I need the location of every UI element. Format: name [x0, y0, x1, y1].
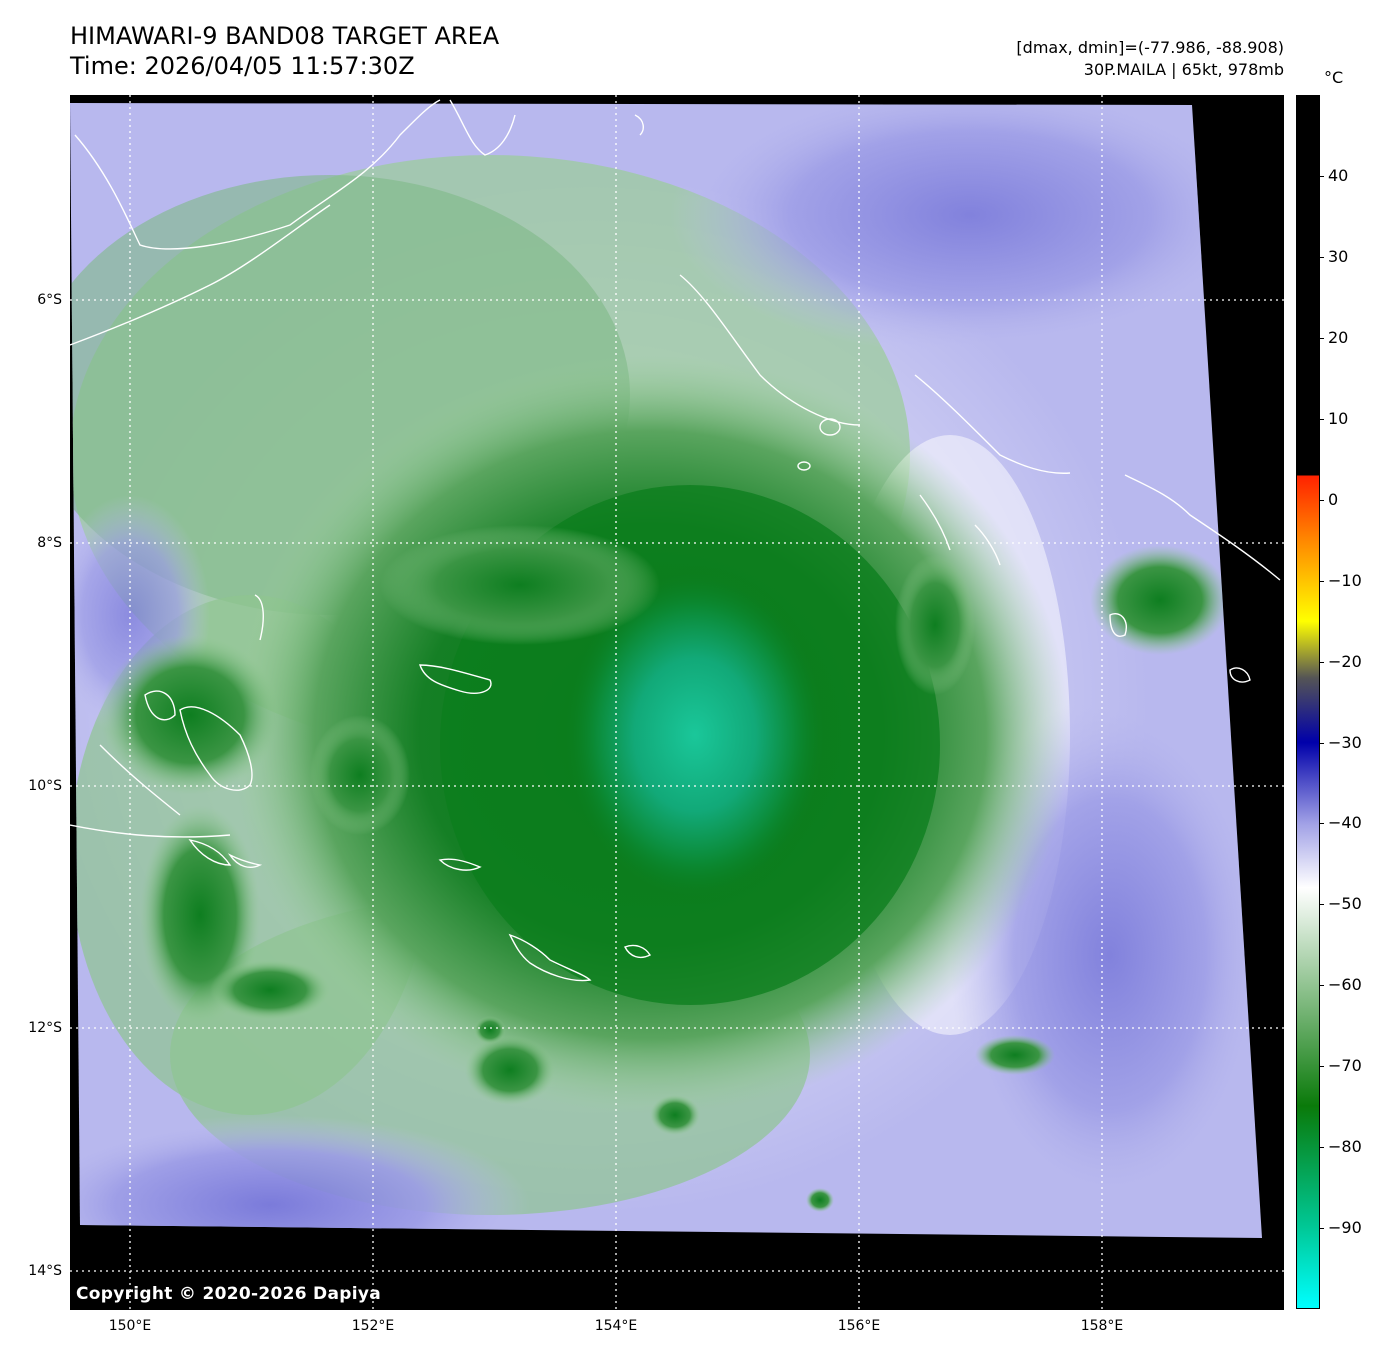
colorbar-tickmark [1320, 904, 1324, 906]
colorbar-tick-label: −10 [1328, 570, 1362, 590]
colorbar [1296, 95, 1320, 1309]
map-title: HIMAWARI-9 BAND08 TARGET AREA [70, 22, 500, 50]
colorbar-tick-label: −40 [1328, 813, 1362, 833]
colorbar-tickmark [1320, 1066, 1324, 1068]
colorbar-tickmark [1320, 1147, 1324, 1149]
colorbar-tick-label: −30 [1328, 732, 1362, 752]
lat-label-14s: 14°S [28, 1263, 62, 1279]
lon-label-152e: 152°E [351, 1318, 395, 1334]
colorbar-tickmark [1320, 1228, 1324, 1230]
colorbar-tickmark [1320, 823, 1324, 825]
colorbar-tick-label: −90 [1328, 1218, 1362, 1238]
colorbar-tick-label: −50 [1328, 894, 1362, 914]
lat-label-8s: 8°S [37, 535, 62, 551]
colorbar-tickmark [1320, 499, 1324, 501]
colorbar-tick-label: 40 [1328, 165, 1349, 185]
lon-label-158e: 158°E [1080, 1318, 1124, 1334]
colorbar-tick-label: 0 [1328, 489, 1339, 509]
colorbar-unit: °C [1324, 68, 1344, 87]
colorbar-tick-label: 10 [1328, 408, 1349, 428]
lon-label-154e: 154°E [594, 1318, 638, 1334]
storm-info: 30P.MAILA | 65kt, 978mb [1083, 60, 1284, 79]
colorbar-tick-label: −60 [1328, 975, 1362, 995]
lon-label-156e: 156°E [837, 1318, 881, 1334]
satellite-map: Copyright © 2020-2026 Dapiya [70, 95, 1284, 1310]
map-time: Time: 2026/04/05 11:57:30Z [70, 52, 415, 80]
graticule [70, 95, 1284, 1310]
lat-label-12s: 12°S [28, 1020, 62, 1036]
colorbar-tickmark [1320, 256, 1324, 258]
satellite-image [70, 95, 1284, 1310]
colorbar-tickmark [1320, 580, 1324, 582]
colorbar-tick-label: −70 [1328, 1056, 1362, 1076]
lat-label-6s: 6°S [37, 292, 62, 308]
colorbar-tick-label: −80 [1328, 1137, 1362, 1157]
colorbar-tickmark [1320, 661, 1324, 663]
coastlines [70, 99, 1281, 982]
colorbar-tickmark [1320, 418, 1324, 420]
colorbar-tick-label: −20 [1328, 651, 1362, 671]
colorbar-tickmark [1320, 742, 1324, 744]
colorbar-tickmark [1320, 337, 1324, 339]
lon-label-150e: 150°E [108, 1318, 152, 1334]
lat-label-10s: 10°S [28, 778, 62, 794]
copyright-notice: Copyright © 2020-2026 Dapiya [76, 1284, 381, 1304]
value-range: [dmax, dmin]=(-77.986, -88.908) [1016, 38, 1284, 57]
colorbar-tickmark [1320, 175, 1324, 177]
colorbar-tickmark [1320, 985, 1324, 987]
colorbar-tick-label: 20 [1328, 327, 1349, 347]
colorbar-tick-label: 30 [1328, 246, 1349, 266]
